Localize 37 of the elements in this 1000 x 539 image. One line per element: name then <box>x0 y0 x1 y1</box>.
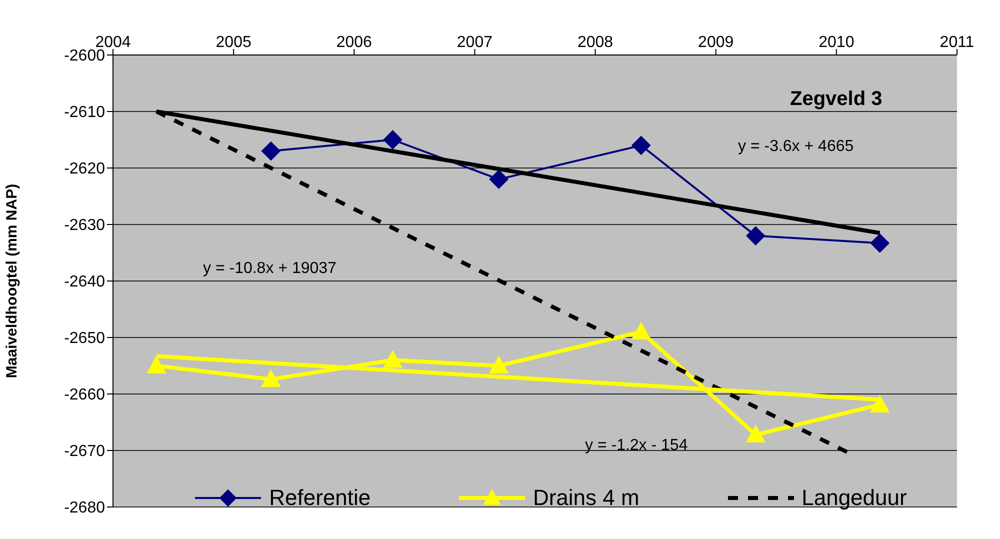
x-tick-label: 2011 <box>940 34 974 51</box>
text: Zegveld 3 <box>790 88 882 111</box>
x-tick-label: 2005 <box>216 34 252 51</box>
x-tick-label: 2006 <box>336 34 372 51</box>
y-tick-label: -2680 <box>64 500 106 517</box>
point <box>870 395 890 412</box>
y-tick-label: -2600 <box>64 48 106 65</box>
legend-label: Drains 4 m <box>532 485 640 511</box>
x-tick-label: 2010 <box>818 34 854 51</box>
point <box>746 425 766 442</box>
y-tick-label: -2630 <box>64 217 106 234</box>
point <box>746 226 766 246</box>
annotation: y = -10.8x + 19037 <box>203 260 336 278</box>
point <box>383 130 402 150</box>
legend-label: Langeduur <box>802 485 907 511</box>
y-tick-label: -2640 <box>64 274 106 291</box>
point <box>632 136 651 155</box>
annotation: y = -3.6x + 4665 <box>738 138 854 156</box>
point <box>146 356 166 374</box>
x-tick-label: 2009 <box>698 34 734 51</box>
point <box>870 234 890 253</box>
y-tick-label: -2620 <box>64 160 106 178</box>
point <box>261 370 280 388</box>
y-tick-label: -2670 <box>64 443 106 460</box>
point <box>261 142 280 161</box>
y-tick-label: -2610 <box>64 104 106 122</box>
y-tick-label: -2650 <box>64 330 106 348</box>
point <box>383 350 402 368</box>
point <box>489 356 508 374</box>
annotation: y = -1.2x - 154 <box>585 437 688 455</box>
y-tick-label: -2660 <box>64 386 106 404</box>
x-tick-label: 2007 <box>456 34 493 51</box>
point <box>489 170 508 189</box>
y-axis-title: Maaiveldhoogtel (mm NAP) <box>3 184 20 378</box>
point <box>632 322 651 340</box>
x-tick-label: 2008 <box>577 34 614 51</box>
legend-label: Referentie <box>269 485 371 511</box>
